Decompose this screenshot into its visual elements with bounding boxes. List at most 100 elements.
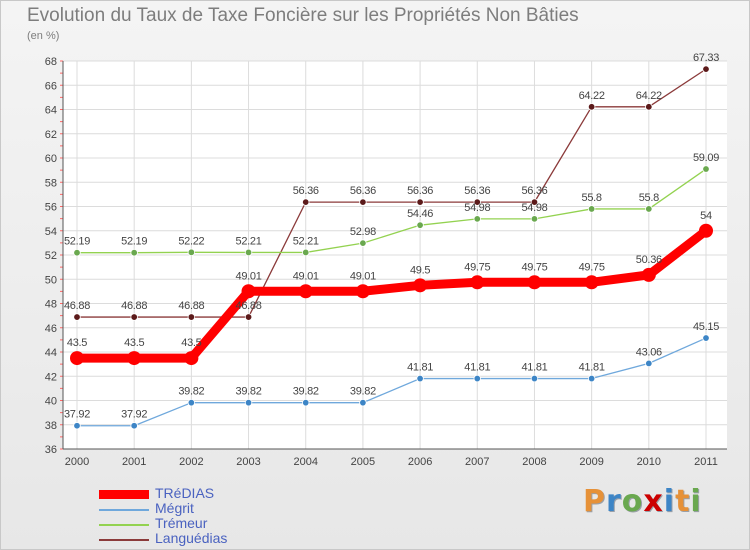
data-label-tredias: 49.01 [293, 270, 319, 282]
data-point-tremeur [473, 215, 481, 223]
data-point-megrit [73, 422, 81, 430]
data-label-tremeur: 52.19 [64, 236, 90, 248]
data-point-megrit [530, 374, 539, 383]
legend-item-megrit: Mégrit [99, 500, 299, 517]
data-point-languedias [645, 103, 653, 111]
data-label-tredias: 49.75 [464, 261, 490, 273]
data-point-languedias [587, 103, 596, 111]
legend-label-tredias: TRéDIAS [155, 485, 215, 501]
data-point-megrit [645, 359, 653, 368]
data-point-tremeur [416, 221, 424, 229]
data-label-tredias: 50.36 [636, 254, 662, 266]
legend-swatch-languedias [99, 539, 149, 541]
data-label-tredias: 49.01 [350, 270, 376, 282]
data-label-tredias: 43.5 [124, 337, 144, 349]
data-point-languedias [473, 198, 481, 206]
legend-swatch-megrit [99, 509, 149, 511]
data-label-languedias: 64.22 [579, 90, 605, 102]
data-label-tremeur: 52.19 [121, 236, 147, 248]
data-label-languedias: 56.36 [521, 185, 547, 197]
data-label-tremeur: 59.09 [693, 152, 719, 164]
data-label-tremeur: 55.8 [582, 192, 602, 204]
data-label-languedias: 56.36 [293, 185, 319, 197]
data-point-tredias [298, 284, 313, 299]
data-label-megrit: 37.92 [64, 409, 90, 421]
chart-unit-label: (en %) [27, 30, 60, 42]
y-tick-label: 40 [45, 396, 57, 408]
data-point-languedias [530, 198, 539, 206]
x-tick-label: 2011 [694, 456, 718, 468]
legend-item-tredias: TRéDIAS [99, 485, 299, 502]
logo-letter: i [663, 484, 676, 519]
data-point-tremeur [645, 205, 653, 213]
data-point-tremeur [73, 248, 81, 257]
data-point-tremeur [187, 248, 196, 257]
x-tick-label: 2002 [179, 456, 203, 468]
data-label-megrit: 43.06 [636, 346, 662, 358]
series-line-languedias [76, 68, 707, 318]
data-point-megrit [359, 398, 367, 407]
data-point-tredias [127, 351, 142, 366]
data-label-languedias: 67.33 [693, 52, 719, 64]
data-label-languedias: 56.36 [464, 185, 490, 197]
y-tick-label: 52 [45, 250, 57, 262]
y-tick-label: 60 [45, 153, 57, 165]
data-point-tredias [413, 278, 428, 293]
legend-item-languedias: Languédias [99, 530, 299, 547]
y-tick-label: 38 [45, 420, 57, 432]
y-tick-label: 46 [45, 323, 57, 335]
data-point-tredias [584, 275, 599, 290]
series-line-tredias [72, 226, 711, 363]
data-point-tremeur [587, 205, 596, 213]
y-tick-label: 50 [45, 274, 57, 286]
x-tick-label: 2009 [579, 456, 603, 468]
data-point-tremeur [130, 248, 138, 257]
x-tick-label: 2007 [465, 456, 489, 468]
y-tick-label: 56 [45, 202, 57, 214]
y-tick-label: 64 [45, 105, 57, 117]
data-label-languedias: 56.36 [350, 185, 376, 197]
data-label-tredias: 49.75 [521, 261, 547, 273]
data-point-languedias [416, 198, 424, 206]
y-tick-label: 54 [45, 226, 57, 238]
data-point-languedias [359, 198, 367, 206]
data-label-tredias: 49.75 [579, 261, 605, 273]
data-label-tredias: 43.5 [181, 337, 201, 349]
x-tick-label: 2005 [351, 456, 375, 468]
data-point-tredias [70, 351, 84, 366]
legend-swatch-tredias [99, 490, 149, 499]
x-tick-label: 2008 [522, 456, 546, 468]
chart-legend: TRéDIAS Mégrit Trémeur Languédias [99, 485, 299, 547]
data-point-megrit [244, 398, 253, 407]
data-label-languedias: 56.36 [407, 185, 433, 197]
data-label-megrit: 37.92 [121, 409, 147, 421]
data-label-languedias: 46.88 [178, 300, 204, 312]
legend-item-tremeur: Trémeur [99, 515, 299, 532]
data-point-tredias [641, 267, 656, 282]
data-label-megrit: 41.81 [464, 362, 490, 374]
y-tick-label: 44 [45, 347, 57, 359]
y-tick-label: 68 [45, 56, 57, 68]
data-label-tremeur: 54.98 [521, 202, 547, 214]
data-point-languedias [73, 313, 81, 321]
data-label-languedias: 46.88 [64, 300, 90, 312]
proxiti-logo: Proxiti [583, 484, 702, 519]
data-point-tremeur [530, 215, 539, 223]
data-label-languedias: 64.22 [636, 90, 662, 102]
x-tick-label: 2010 [637, 456, 661, 468]
data-label-tredias: 49.5 [410, 264, 430, 276]
data-point-languedias [244, 313, 253, 321]
data-point-megrit [587, 374, 596, 383]
y-tick-label: 58 [45, 177, 57, 189]
data-point-tredias [699, 223, 713, 238]
data-point-megrit [187, 398, 196, 407]
chart-title: Evolution du Taux de Taxe Foncière sur l… [27, 5, 579, 26]
data-point-tredias [470, 275, 485, 290]
data-point-tremeur [302, 248, 310, 257]
data-point-languedias [302, 198, 310, 206]
data-point-tremeur [702, 165, 710, 173]
logo-letter: t [675, 484, 691, 519]
series-line-megrit [76, 337, 707, 427]
